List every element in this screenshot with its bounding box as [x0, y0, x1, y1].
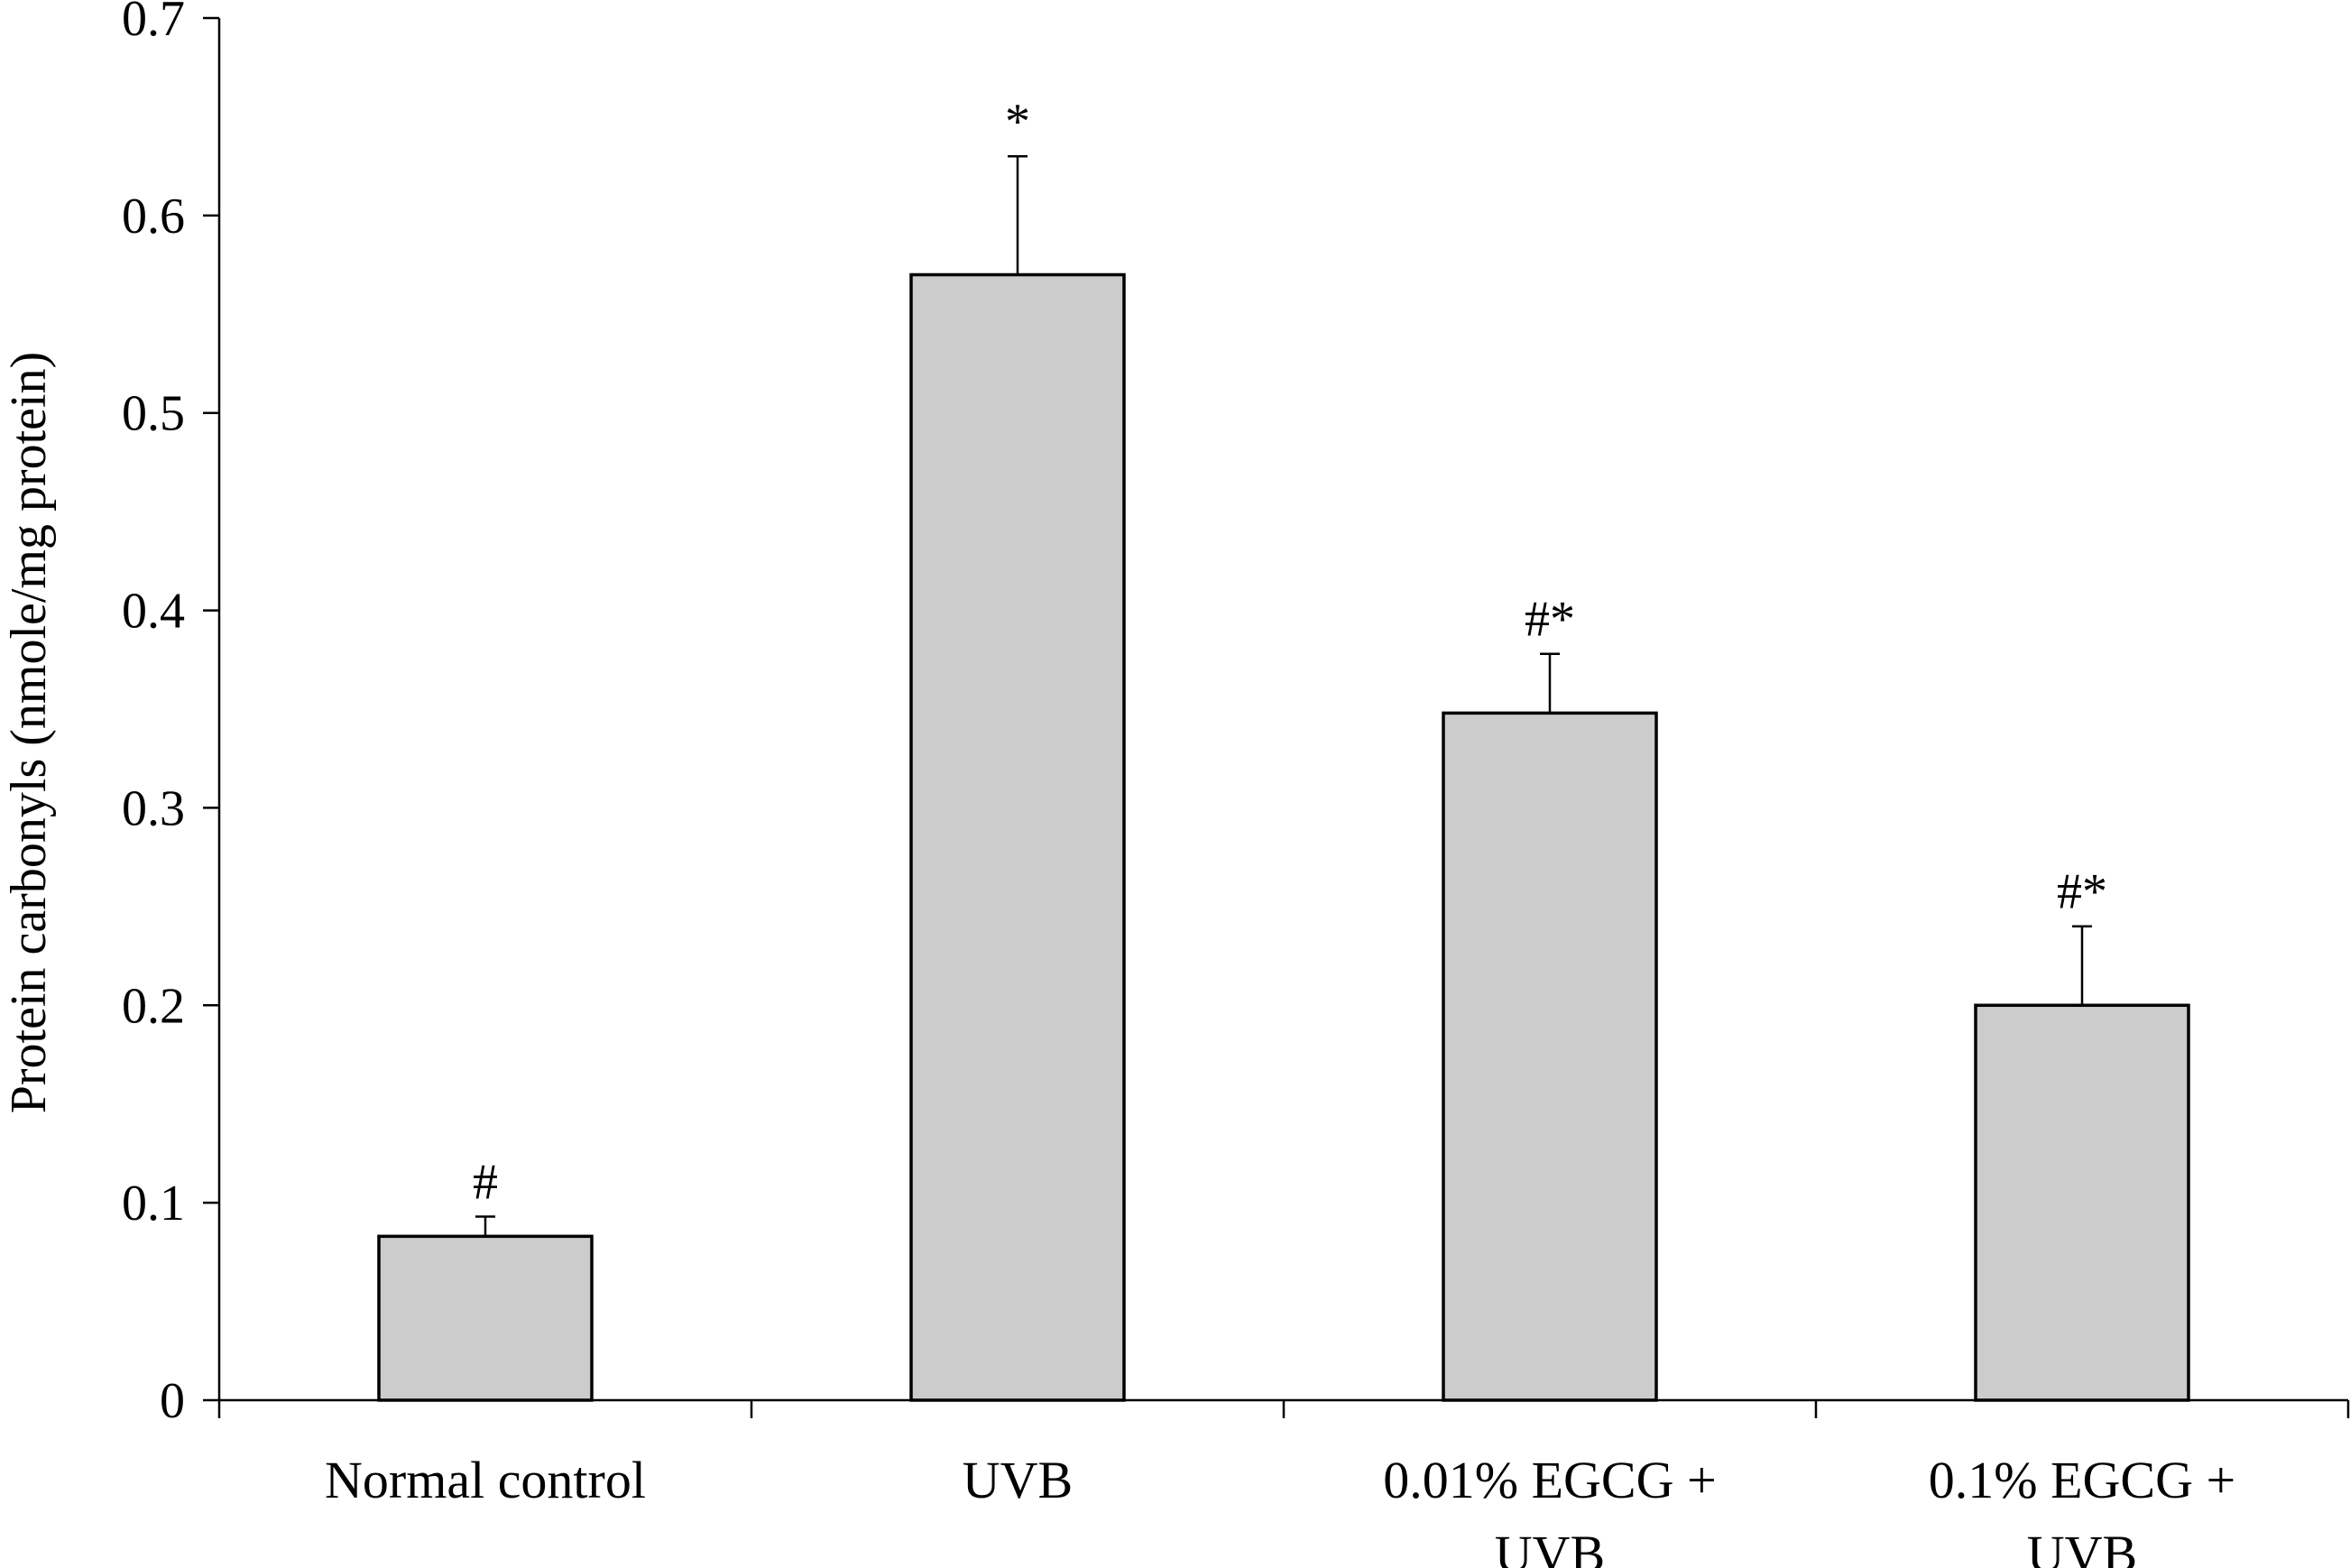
y-tick-label: 0	[160, 1373, 185, 1429]
bar	[377, 1234, 594, 1402]
bar	[1442, 711, 1658, 1402]
y-tick-label: 0.7	[122, 0, 185, 47]
y-tick-label: 0.3	[122, 780, 185, 836]
bar	[1974, 1003, 2190, 1402]
category-labels: Normal control UVB 0.01% EGCG + UVB 0.1% EGC…	[325, 1451, 2235, 1568]
x-category-label: 0.1% EGCG +	[1929, 1451, 2235, 1509]
error-bars	[475, 154, 2092, 1237]
y-tick-label: 0.2	[122, 978, 185, 1034]
significance-annotations: #*#*#*	[473, 94, 2107, 1210]
y-axis-title: Protein carbonyls (nmole/mg protein)	[1, 352, 57, 1113]
bar	[909, 272, 1126, 1402]
significance-marker: *	[1005, 94, 1030, 150]
significance-marker: #*	[2057, 864, 2107, 920]
bars	[377, 272, 2190, 1402]
y-axis-title-group: Protein carbonyls (nmole/mg protein)	[1, 352, 57, 1113]
significance-marker: #	[473, 1154, 498, 1210]
x-category-label: UVB	[1495, 1525, 1605, 1568]
y-tick-label: 0.1	[122, 1176, 185, 1231]
x-category-label: UVB	[963, 1451, 1073, 1509]
y-tick-label: 0.6	[122, 189, 185, 244]
x-category-label: 0.01% EGCG +	[1383, 1451, 1716, 1509]
x-category-label: Normal control	[325, 1451, 646, 1509]
y-tick-label: 0.5	[122, 386, 185, 442]
y-tick-label: 0.4	[122, 584, 185, 640]
axes: 0 0.1 0.2 0.3 0.4 0.5 0.6 0.7	[122, 0, 2350, 1429]
x-category-label: UVB	[2027, 1525, 2137, 1568]
significance-marker: #*	[1525, 592, 1575, 648]
